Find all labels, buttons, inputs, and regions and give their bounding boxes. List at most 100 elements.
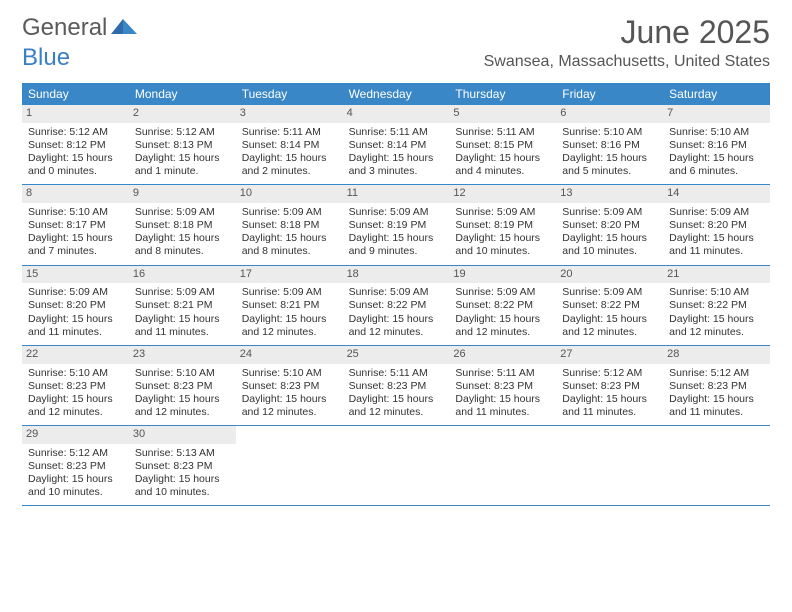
day-number: 17	[236, 266, 343, 284]
calendar-day-cell: 5Sunrise: 5:11 AMSunset: 8:15 PMDaylight…	[449, 105, 556, 184]
daylight-line: Daylight: 15 hours and 11 minutes.	[135, 313, 230, 339]
calendar-empty-cell	[556, 426, 663, 505]
calendar-empty-cell	[449, 426, 556, 505]
daylight-line: Daylight: 15 hours and 12 minutes.	[242, 393, 337, 419]
daylight-line: Daylight: 15 hours and 6 minutes.	[669, 152, 764, 178]
daylight-line: Daylight: 15 hours and 12 minutes.	[349, 393, 444, 419]
sunset-line: Sunset: 8:18 PM	[242, 219, 337, 232]
day-number: 24	[236, 346, 343, 364]
calendar-day-cell: 2Sunrise: 5:12 AMSunset: 8:13 PMDaylight…	[129, 105, 236, 184]
daylight-line: Daylight: 15 hours and 12 minutes.	[349, 313, 444, 339]
calendar-day-cell: 15 Sunrise: 5:09 AMSunset: 8:20 PMDayligh…	[22, 266, 129, 345]
sunrise-line: Sunrise: 5:09 AM	[135, 286, 230, 299]
day-number: 14	[663, 185, 770, 203]
calendar-header-cell: Tuesday	[236, 83, 343, 105]
calendar-day-cell: 3Sunrise: 5:11 AMSunset: 8:14 PMDaylight…	[236, 105, 343, 184]
sunset-line: Sunset: 8:19 PM	[349, 219, 444, 232]
day-number: 6	[556, 105, 663, 123]
sunrise-line: Sunrise: 5:09 AM	[242, 286, 337, 299]
calendar-day-cell: 8Sunrise: 5:10 AMSunset: 8:17 PMDaylight…	[22, 185, 129, 264]
calendar-day-cell: 18Sunrise: 5:09 AMSunset: 8:22 PMDayligh…	[343, 266, 450, 345]
calendar-header-cell: Saturday	[663, 83, 770, 105]
daylight-line: Daylight: 15 hours and 10 minutes.	[455, 232, 550, 258]
calendar-day-cell: 1Sunrise: 5:12 AMSunset: 8:12 PMDaylight…	[22, 105, 129, 184]
logo-text-blue: Blue	[22, 44, 70, 71]
day-number: 9	[129, 185, 236, 203]
day-number: 4	[343, 105, 450, 123]
sunrise-line: Sunrise: 5:10 AM	[135, 367, 230, 380]
logo-icon	[111, 16, 137, 41]
sunset-line: Sunset: 8:16 PM	[669, 139, 764, 152]
sunrise-line: Sunrise: 5:09 AM	[28, 286, 123, 299]
daylight-line: Daylight: 15 hours and 12 minutes.	[242, 313, 337, 339]
daylight-line: Daylight: 15 hours and 3 minutes.	[349, 152, 444, 178]
calendar-day-cell: 22Sunrise: 5:10 AMSunset: 8:23 PMDayligh…	[22, 346, 129, 425]
calendar-week-row: 22Sunrise: 5:10 AMSunset: 8:23 PMDayligh…	[22, 346, 770, 426]
sunrise-line: Sunrise: 5:10 AM	[28, 367, 123, 380]
sunrise-line: Sunrise: 5:11 AM	[349, 126, 444, 139]
day-number: 7	[663, 105, 770, 123]
calendar: SundayMondayTuesdayWednesdayThursdayFrid…	[22, 83, 770, 506]
calendar-day-cell: 24Sunrise: 5:10 AMSunset: 8:23 PMDayligh…	[236, 346, 343, 425]
sunrise-line: Sunrise: 5:11 AM	[455, 367, 550, 380]
sunset-line: Sunset: 8:22 PM	[455, 299, 550, 312]
daylight-line: Daylight: 15 hours and 11 minutes.	[669, 393, 764, 419]
day-number: 21	[663, 266, 770, 284]
sunset-line: Sunset: 8:23 PM	[28, 460, 123, 473]
calendar-empty-cell	[343, 426, 450, 505]
day-number: 2	[129, 105, 236, 123]
daylight-line: Daylight: 15 hours and 0 minutes.	[28, 152, 123, 178]
day-number: 13	[556, 185, 663, 203]
calendar-day-cell: 20Sunrise: 5:09 AMSunset: 8:22 PMDayligh…	[556, 266, 663, 345]
daylight-line: Daylight: 15 hours and 11 minutes.	[28, 313, 123, 339]
sunset-line: Sunset: 8:19 PM	[455, 219, 550, 232]
sunrise-line: Sunrise: 5:09 AM	[669, 206, 764, 219]
daylight-line: Daylight: 15 hours and 10 minutes.	[562, 232, 657, 258]
title-block: June 2025 Swansea, Massachusetts, United…	[484, 14, 770, 71]
location-label: Swansea, Massachusetts, United States	[484, 53, 770, 71]
sunset-line: Sunset: 8:23 PM	[349, 380, 444, 393]
calendar-day-cell: 29Sunrise: 5:12 AMSunset: 8:23 PMDayligh…	[22, 426, 129, 505]
sunset-line: Sunset: 8:13 PM	[135, 139, 230, 152]
sunrise-line: Sunrise: 5:13 AM	[135, 447, 230, 460]
day-number: 28	[663, 346, 770, 364]
sunset-line: Sunset: 8:23 PM	[455, 380, 550, 393]
day-number: 16	[129, 266, 236, 284]
calendar-day-cell: 10Sunrise: 5:09 AMSunset: 8:18 PMDayligh…	[236, 185, 343, 264]
calendar-header-row: SundayMondayTuesdayWednesdayThursdayFrid…	[22, 83, 770, 105]
daylight-line: Daylight: 15 hours and 11 minutes.	[455, 393, 550, 419]
daylight-line: Daylight: 15 hours and 12 minutes.	[28, 393, 123, 419]
logo: General	[22, 14, 139, 42]
sunset-line: Sunset: 8:21 PM	[242, 299, 337, 312]
calendar-day-cell: 17 Sunrise: 5:09 AMSunset: 8:21 PMDayligh…	[236, 266, 343, 345]
calendar-week-row: 15Sunrise: 5:09 AMSunset: 8:20 PMDayligh…	[22, 266, 770, 346]
sunrise-line: Sunrise: 5:09 AM	[455, 206, 550, 219]
sunrise-line: Sunrise: 5:11 AM	[455, 126, 550, 139]
daylight-line: Daylight: 15 hours and 11 minutes.	[669, 232, 764, 258]
sunrise-line: Sunrise: 5:10 AM	[28, 206, 123, 219]
sunset-line: Sunset: 8:18 PM	[135, 219, 230, 232]
day-number: 10	[236, 185, 343, 203]
sunrise-line: Sunrise: 5:09 AM	[242, 206, 337, 219]
logo-text-general: General	[22, 14, 107, 42]
sunrise-line: Sunrise: 5:09 AM	[135, 206, 230, 219]
header: General June 2025 Swansea, Massachusetts…	[0, 0, 792, 75]
sunrise-line: Sunrise: 5:11 AM	[349, 367, 444, 380]
day-number: 15	[22, 266, 129, 284]
sunset-line: Sunset: 8:23 PM	[135, 460, 230, 473]
sunset-line: Sunset: 8:20 PM	[28, 299, 123, 312]
calendar-day-cell: 19Sunrise: 5:09 AMSunset: 8:22 PMDayligh…	[449, 266, 556, 345]
day-number: 12	[449, 185, 556, 203]
sunrise-line: Sunrise: 5:11 AM	[242, 126, 337, 139]
day-number: 25	[343, 346, 450, 364]
sunset-line: Sunset: 8:23 PM	[135, 380, 230, 393]
calendar-day-cell: 25 Sunrise: 5:11 AMSunset: 8:23 PMDayligh…	[343, 346, 450, 425]
calendar-day-cell: 28Sunrise: 5:12 AMSunset: 8:23 PMDayligh…	[663, 346, 770, 425]
day-number: 1	[22, 105, 129, 123]
sunset-line: Sunset: 8:20 PM	[562, 219, 657, 232]
day-number: 22	[22, 346, 129, 364]
day-number: 11	[343, 185, 450, 203]
daylight-line: Daylight: 15 hours and 7 minutes.	[28, 232, 123, 258]
calendar-body: 1Sunrise: 5:12 AMSunset: 8:12 PMDaylight…	[22, 105, 770, 506]
daylight-line: Daylight: 15 hours and 12 minutes.	[455, 313, 550, 339]
